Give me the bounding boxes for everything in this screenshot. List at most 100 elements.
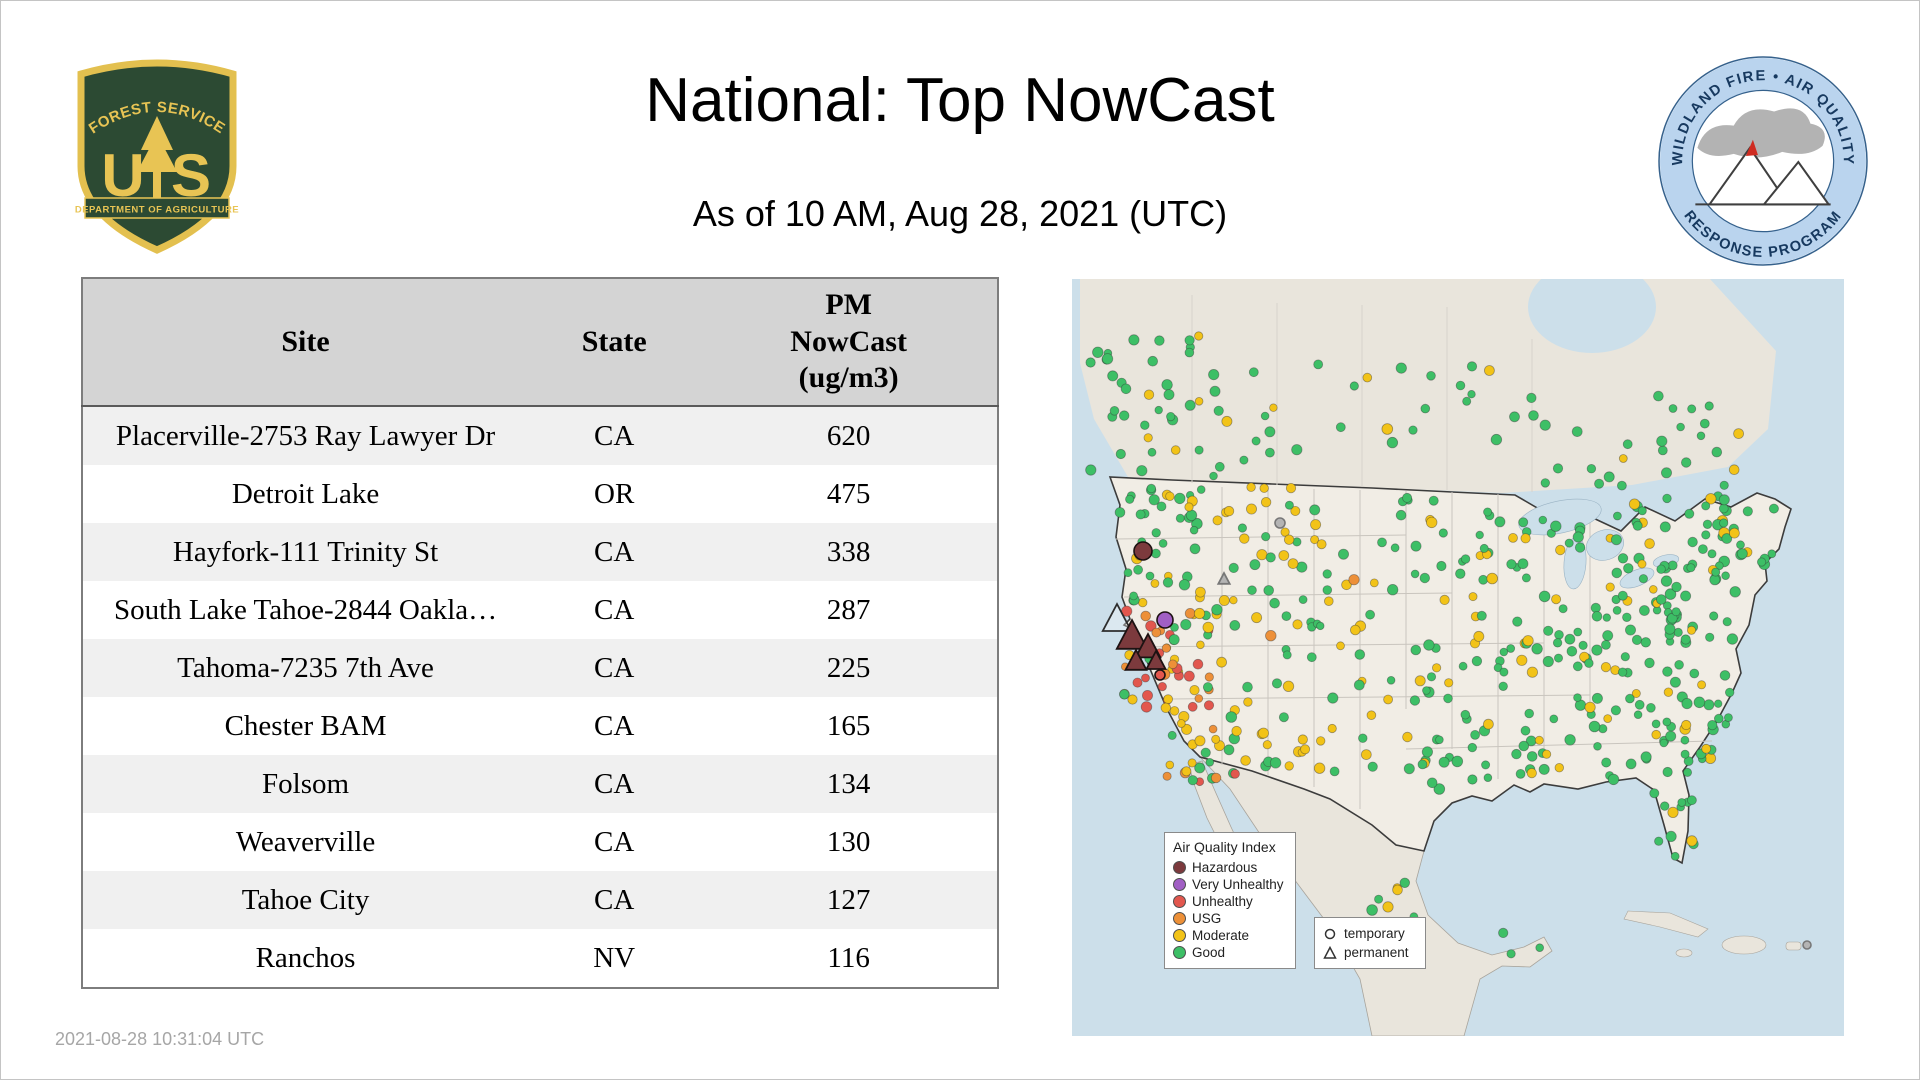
monitor-dot-moderate: [1216, 656, 1228, 668]
monitor-dot-moderate: [1644, 538, 1655, 549]
monitor-dot-moderate: [1193, 607, 1206, 620]
monitor-dot-moderate: [1240, 755, 1251, 766]
monitor-dot-good: [1329, 766, 1340, 777]
forest-service-logo: FOREST SERVICE U S DEPARTMENT OF AGRICUL…: [75, 59, 239, 254]
monitor-dot-good: [1209, 471, 1218, 481]
monitor-dot-good: [1625, 624, 1637, 636]
monitor-dot-unhealthy: [1183, 670, 1195, 682]
monitor-dot-moderate: [1229, 596, 1238, 605]
monitor-dot-moderate: [1223, 505, 1235, 517]
monitor-dot-good: [1410, 569, 1420, 579]
monitor-dot-good: [1707, 719, 1718, 731]
aqi-legend-item: Moderate: [1173, 927, 1287, 944]
monitor-dot-good: [1499, 667, 1509, 677]
monitor-dot-good: [1499, 647, 1509, 657]
monitor-dot-good: [1264, 426, 1276, 438]
monitor-dot-good: [1718, 503, 1729, 514]
monitor-dot-moderate: [1194, 397, 1204, 406]
monitor-dot-good: [1208, 369, 1220, 381]
monitor-dot-good: [1655, 594, 1667, 605]
monitor-dot-good: [1566, 645, 1578, 657]
state-cell: CA: [528, 813, 701, 871]
monitor-dot-good: [1506, 949, 1516, 959]
monitor-dot-good: [1109, 406, 1120, 416]
monitor-dot-good: [1550, 520, 1562, 532]
monitor-dot-moderate: [1392, 884, 1403, 896]
monitor-dot-good: [1634, 699, 1645, 710]
monitor-dot-good: [1623, 563, 1634, 574]
monitor-dot-good: [1725, 687, 1735, 698]
monitor-dot-good: [1713, 713, 1724, 724]
monitor-dot-good: [1659, 738, 1669, 748]
monitor-dot-good: [1403, 763, 1415, 775]
monitor-dot-good: [1680, 749, 1690, 759]
monitor-dot-good: [1476, 610, 1487, 621]
aqi-legend-item: Good: [1173, 944, 1287, 961]
monitor-dot-good: [1586, 463, 1597, 474]
monitor-dot-good: [1518, 740, 1530, 752]
monitor-dot-good: [1125, 494, 1135, 504]
value-cell: 130: [700, 813, 998, 871]
monitor-dot-good: [1571, 426, 1583, 438]
monitor-dot-good: [1680, 590, 1692, 602]
monitor-dot-good: [1147, 447, 1157, 457]
monitor-dot-good: [1200, 747, 1211, 758]
permanent-triangle-icon: [1323, 945, 1337, 959]
monitor-dot-good: [1538, 590, 1551, 603]
monitor-dot-good: [1524, 708, 1535, 719]
monitor-dot-good: [1213, 405, 1224, 416]
monitor-dot-good: [1327, 692, 1339, 704]
monitor-dot-good: [1639, 605, 1650, 616]
monitor-dot-good: [1251, 436, 1261, 446]
monitor-dot-good: [1209, 385, 1221, 397]
monitor-dot-good: [1670, 851, 1680, 861]
monitor-marker-circle-inactive: [1802, 940, 1812, 950]
monitor-dot-good: [1282, 650, 1292, 660]
monitor-dot-moderate: [1165, 760, 1175, 770]
monitor-dot-good: [1337, 548, 1349, 560]
table-row: Ranchos NV 116: [82, 929, 998, 988]
table-body: Placerville-2753 Ray Lawyer Dr CA 620 Detro…: [82, 406, 998, 988]
monitor-dot-good: [1756, 557, 1767, 567]
monitor-dot-good: [1617, 667, 1628, 677]
monitor-dot-good: [1214, 461, 1225, 472]
monitor-dot-good: [1512, 616, 1523, 627]
monitor-dot-good: [1649, 788, 1660, 799]
monitor-dot-moderate: [1169, 706, 1180, 716]
monitor-dot-moderate: [1551, 594, 1562, 605]
monitor-dot-unhealthy: [1187, 701, 1198, 712]
monitor-dot-moderate: [1310, 519, 1322, 531]
monitor-dot-good: [1467, 742, 1478, 753]
monitor-dot-good: [1085, 464, 1097, 476]
aqi-legend-label: Unhealthy: [1192, 894, 1253, 909]
monitor-dot-good: [1680, 634, 1691, 645]
monitor-dot-good: [1269, 757, 1282, 769]
monitor-marker-circle-unhealthy: [1154, 669, 1166, 681]
monitor-dot-good: [1353, 679, 1365, 691]
monitor-dot-good: [1349, 381, 1359, 391]
monitor-dot-good: [1671, 607, 1681, 617]
monitor-dot-good: [1168, 634, 1180, 646]
monitor-dot-moderate: [1439, 594, 1450, 605]
monitor-dot-good: [1687, 536, 1698, 548]
table-row: Tahoe City CA 127: [82, 871, 998, 929]
pm-header-line-3: (ug/m3): [798, 361, 899, 395]
monitor-dot-moderate: [1257, 727, 1269, 739]
monitor-dot-moderate: [1280, 527, 1290, 537]
monitor-dot-moderate: [1282, 680, 1295, 693]
monitor-dot-good: [1554, 629, 1564, 640]
value-cell: 287: [700, 581, 998, 639]
monitor-dot-good: [1196, 485, 1206, 494]
monitor-dot-good: [1674, 659, 1684, 670]
monitor-dot-good: [1564, 734, 1576, 746]
monitor-dot-moderate: [1284, 761, 1294, 771]
monitor-dot-moderate: [1486, 572, 1499, 585]
monitor-marker-circle-very_unhealthy: [1156, 611, 1174, 629]
monitor-marker-triangle-hazardous: [1124, 648, 1148, 671]
monitor-dot-good: [1242, 681, 1253, 693]
page-title: National: Top NowCast: [645, 66, 1275, 135]
aqi-legend-label: Good: [1192, 945, 1226, 960]
monitor-marker-circle-inactive: [1274, 517, 1286, 529]
mountains-icon: [1695, 146, 1831, 206]
monitor-dot-unhealthy: [1230, 769, 1240, 779]
